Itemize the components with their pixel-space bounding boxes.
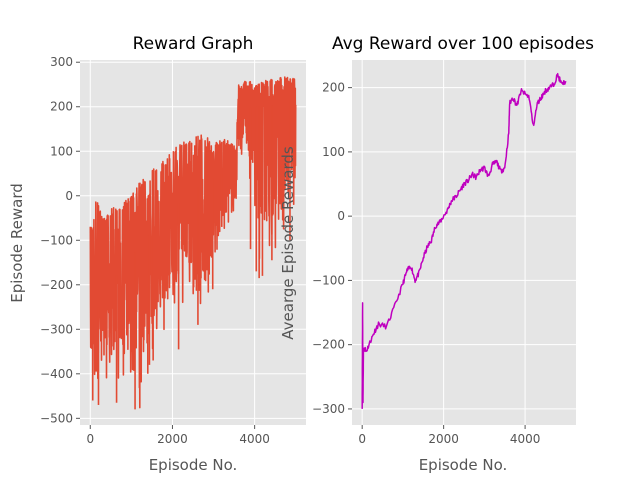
right-y-tick-label: 100 bbox=[322, 145, 345, 159]
left-y-tick-label: 100 bbox=[50, 144, 73, 158]
left-y-tick-label: −500 bbox=[40, 411, 73, 425]
left-series-line bbox=[89, 76, 297, 409]
right-series-line bbox=[361, 72, 567, 409]
right-y-tick-label: 200 bbox=[322, 81, 345, 95]
left-y-tick-label: 200 bbox=[50, 100, 73, 114]
right-y-tick-label: −300 bbox=[312, 402, 345, 416]
left-data-lines bbox=[89, 76, 297, 410]
left-y-tick-label: 0 bbox=[65, 189, 73, 203]
right-tick-labels: 0 2000 4000 −300 −200 −100 0 100 200 bbox=[312, 81, 540, 446]
right-x-tick-label: 2000 bbox=[428, 432, 459, 446]
left-y-tick-label: −100 bbox=[40, 233, 73, 247]
left-y-tick-label: −200 bbox=[40, 278, 73, 292]
right-plot-avg-reward: 0 2000 4000 −300 −200 −100 0 100 200 Avg Reward … bbox=[279, 34, 594, 474]
left-y-tick-label: 300 bbox=[50, 55, 73, 69]
left-y-axis-label: Episode Reward bbox=[8, 183, 26, 303]
left-plot-reward-graph: 0 2000 4000−500−400−300−200−1000100200300 … bbox=[8, 34, 306, 474]
right-x-tick-label: 0 bbox=[358, 432, 366, 446]
right-y-tick-label: −100 bbox=[312, 273, 345, 287]
right-chart-title: Avg Reward over 100 episodes bbox=[332, 34, 594, 54]
left-x-axis-label: Episode No. bbox=[149, 456, 238, 474]
left-chart-title: Reward Graph bbox=[133, 34, 254, 54]
left-y-tick-label: −300 bbox=[40, 322, 73, 336]
left-x-tick-label: 2000 bbox=[157, 432, 188, 446]
left-y-tick-label: −400 bbox=[40, 367, 73, 381]
left-x-tick-label: 4000 bbox=[239, 432, 270, 446]
right-y-tick-label: −200 bbox=[312, 338, 345, 352]
right-y-tick-label: 0 bbox=[337, 209, 345, 223]
right-y-axis-label: Avearge Episode Rewards bbox=[279, 146, 297, 340]
left-tick-labels: 0 2000 4000 −500 −400 −300 −200 −100 0 100 200 300 bbox=[40, 55, 270, 446]
right-x-tick-label: 4000 bbox=[510, 432, 541, 446]
right-x-axis-label: Episode No. bbox=[419, 456, 508, 474]
right-data-lines bbox=[361, 72, 567, 409]
right-plot-area bbox=[352, 60, 576, 425]
left-x-tick-label: 0 bbox=[86, 432, 94, 446]
